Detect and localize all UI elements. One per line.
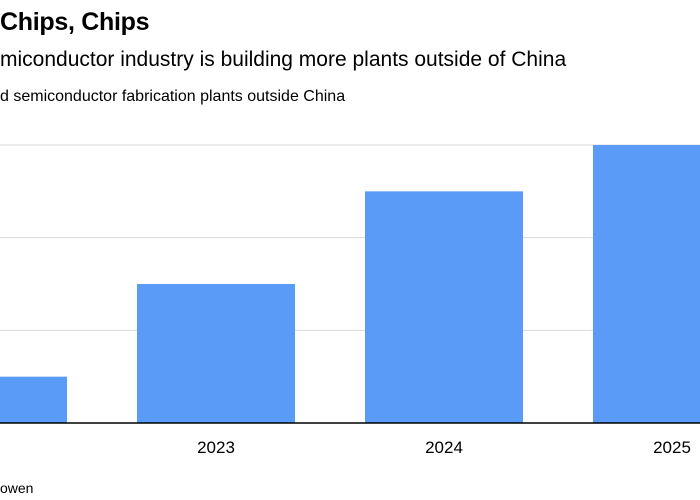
chart-note: d semiconductor fabrication plants outsi… xyxy=(0,88,346,105)
bar-22 xyxy=(0,376,67,423)
chart-title: Chips, Chips xyxy=(0,8,150,36)
x-tick-label-2023: 2023 xyxy=(197,438,235,457)
source-note: owen xyxy=(0,480,34,496)
bar-2023 xyxy=(137,284,295,423)
bars xyxy=(0,145,700,423)
gridlines xyxy=(0,144,700,331)
chart-subtitle: miconductor industry is building more pl… xyxy=(0,48,567,71)
bar-2024 xyxy=(365,191,523,423)
x-tick-label-2024: 2024 xyxy=(425,438,463,457)
x-tick-label-2025: 2025 xyxy=(653,438,691,457)
bar-2025 xyxy=(593,145,700,423)
x-tick-labels: 22202320242025 xyxy=(197,438,691,457)
